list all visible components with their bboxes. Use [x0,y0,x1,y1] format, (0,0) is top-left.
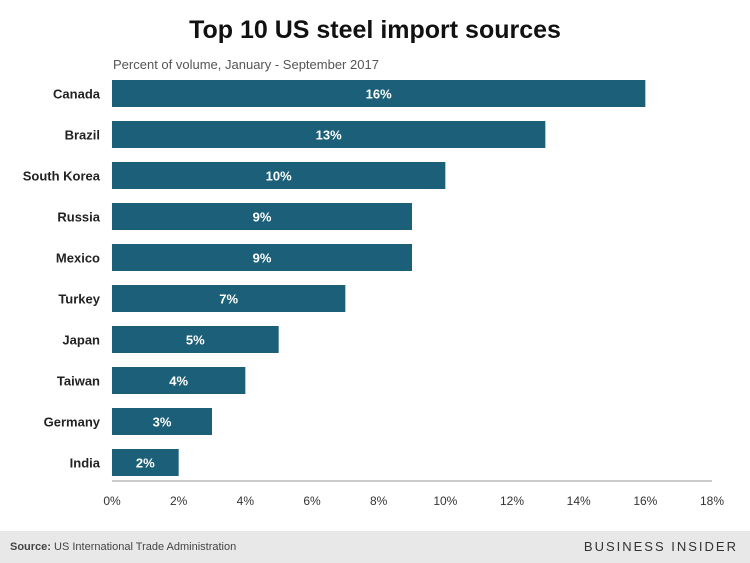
bar [112,80,646,107]
footer: Source: US International Trade Administr… [0,531,750,563]
bar [112,244,412,271]
bar [112,408,212,435]
bar-chart: Canada 16% Brazil 13% South Korea 10% Russia 9%… [23,80,724,508]
x-tick-label: 2% [170,494,188,508]
data-label: 16% [366,87,392,102]
category-label: Germany [44,415,101,430]
x-tick-label: 18% [700,494,724,508]
brand-logo: BUSINESS INSIDER [583,539,738,554]
category-label: South Korea [23,169,101,184]
bar [112,449,179,476]
data-label: 13% [316,128,342,143]
category-label: Japan [62,333,100,348]
data-label: 10% [266,169,292,184]
x-tick-label: 8% [370,494,388,508]
x-tick-label: 14% [567,494,591,508]
category-label: Brazil [65,128,100,143]
chart-title: Top 10 US steel import sources [189,16,561,44]
data-label: 7% [219,292,238,307]
x-tick-label: 6% [303,494,321,508]
data-label: 5% [186,333,205,348]
category-label: Turkey [58,292,100,307]
data-label: 3% [153,415,172,430]
data-label: 2% [136,456,155,471]
category-label: Canada [53,87,101,102]
category-label: Mexico [56,251,100,266]
data-label: 9% [253,251,272,266]
x-tick-label: 12% [500,494,524,508]
x-tick-label: 0% [103,494,121,508]
category-label: India [70,456,101,471]
data-label: 9% [253,210,272,225]
x-tick-label: 10% [433,494,457,508]
bar [112,285,346,312]
bar [112,367,246,394]
x-tick-label: 16% [633,494,657,508]
bar [112,203,412,230]
data-label: 4% [169,374,188,389]
source-text: US International Trade Administration [54,541,237,553]
source-note: Source: US International Trade Administr… [10,541,236,553]
x-tick-label: 4% [237,494,255,508]
bar [112,162,446,189]
bar [112,121,546,148]
chart-subtitle: Percent of volume, January - September 2… [113,57,379,72]
category-label: Russia [57,210,100,225]
source-label: Source: [10,541,51,553]
category-label: Taiwan [57,374,100,389]
bar [112,326,279,353]
